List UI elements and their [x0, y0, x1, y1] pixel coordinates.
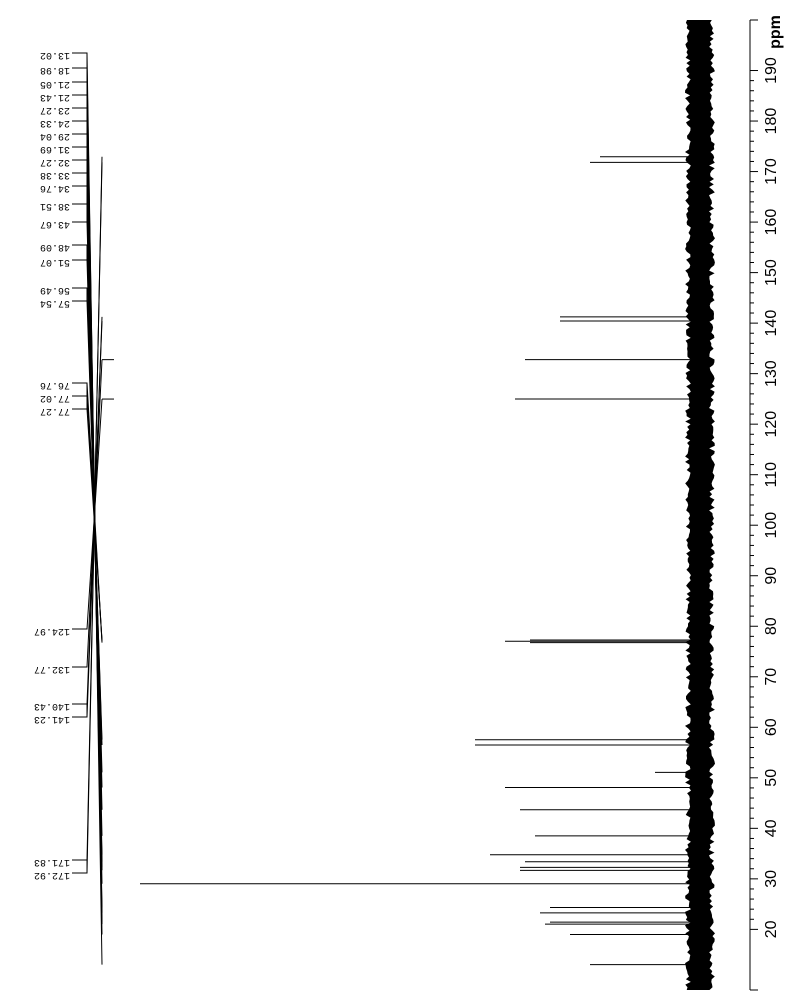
axis-tick-label: 140: [763, 310, 780, 337]
axis-unit-label: ppm: [767, 15, 784, 49]
peak-value-label: 23.27: [40, 104, 70, 115]
peak-value-label: 57.54: [40, 297, 70, 308]
axis-ticks: 190 180 170 160 150 140 130 120 110 100 90 80 70 60 50…: [750, 57, 780, 938]
peak-value-label: 34.76: [40, 182, 70, 193]
peak-value-label: 21.05: [40, 78, 70, 89]
axis-tick-label: 150: [763, 259, 780, 286]
axis-tick-label: 40: [763, 819, 780, 837]
peak-value-label: 132.77: [34, 663, 70, 674]
peak-value-label: 141.23: [34, 713, 70, 724]
peak-value-label: 171.83: [34, 856, 70, 867]
peak-value-label: 51.07: [40, 256, 70, 267]
axis-tick-label: 160: [763, 209, 780, 236]
peak-value-label: 13.02: [40, 49, 70, 60]
axis-tick-label: 170: [763, 158, 780, 185]
axis-tick-label: 190: [763, 57, 780, 84]
peak-value-label: 172.92: [34, 869, 70, 880]
peak-value-label: 18.98: [40, 64, 70, 75]
axis-tick-label: 120: [763, 411, 780, 438]
peak-value-label: 21.43: [40, 91, 70, 102]
axis-tick-label: 90: [763, 567, 780, 585]
peak-value-label: 38.51: [40, 200, 70, 211]
peak-value-label: 48.09: [40, 241, 70, 252]
peak-value-label: 76.76: [40, 379, 70, 390]
axis-tick-label: 60: [763, 718, 780, 736]
axis-tick-label: 110: [763, 462, 780, 488]
peak-value-label: 43.67: [40, 218, 70, 229]
peak-value-label: 33.38: [40, 169, 70, 180]
nmr-spectrum-svg: 190 180 170 160 150 140 130 120 110 100 90 80 70 60 50…: [0, 0, 789, 1000]
axis-tick-label: 70: [763, 668, 780, 686]
spectrum-peaks: [140, 157, 700, 965]
axis-tick-label: 130: [763, 360, 780, 387]
peak-value-label: 32.27: [40, 156, 70, 167]
axis-tick-label: 180: [763, 108, 780, 135]
axis-tick-label: 20: [763, 920, 780, 938]
peak-value-label: 29.04: [40, 130, 70, 141]
peak-value-label: 31.69: [40, 143, 70, 154]
peak-value-label: 77.02: [40, 392, 70, 403]
axis-tick-label: 50: [763, 769, 780, 787]
peak-value-label: 140.43: [34, 700, 70, 711]
peak-value-label: 77.27: [40, 405, 70, 416]
peak-value-label: 56.49: [40, 284, 70, 295]
axis-tick-label: 80: [763, 617, 780, 635]
noise-band: [685, 20, 715, 990]
axis-tick-label: 100: [763, 512, 780, 539]
peak-label-column: 13.02 18.98 21.05 21.43 23.27 24.33 29.04 31.69…: [34, 49, 114, 965]
axis-tick-label: 30: [763, 870, 780, 888]
peak-value-label: 124.97: [34, 625, 70, 636]
peak-value-label: 24.33: [40, 117, 70, 128]
